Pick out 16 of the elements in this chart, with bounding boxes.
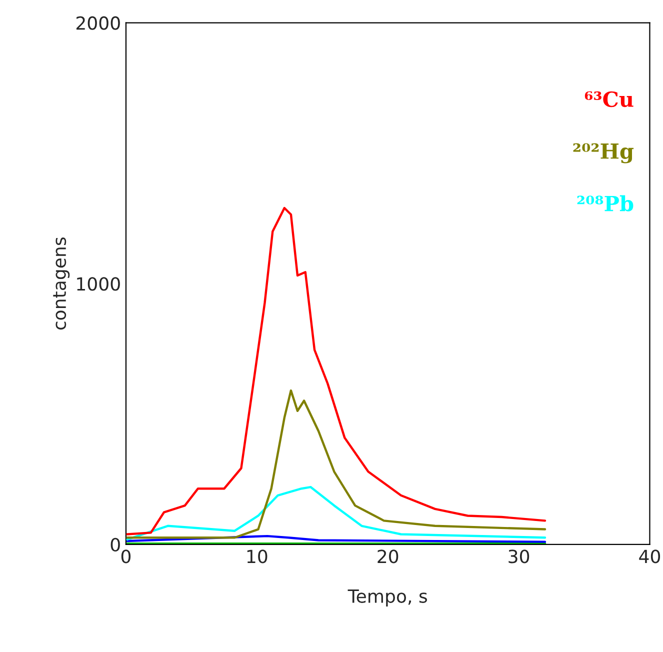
x-tick-label: 40 — [639, 550, 660, 564]
y-axis-title: contagens — [53, 238, 70, 330]
x-tick-label: 30 — [508, 550, 530, 564]
text: ²⁰⁸Pb — [577, 195, 634, 212]
x-tick-label: 0 — [121, 550, 131, 564]
y-tick-label: 1000 — [77, 277, 120, 291]
line-series — [126, 206, 546, 536]
text: ²⁰²Hg — [573, 143, 634, 164]
x-tick-label: 10 — [247, 550, 268, 564]
y-tick-label: 0 — [110, 538, 120, 552]
line-series — [126, 389, 546, 539]
text: ⁶³Cu — [584, 91, 634, 108]
y-tick-label: 2000 — [76, 16, 120, 30]
x-axis-title: Tempo, s — [348, 590, 427, 606]
line-series — [126, 486, 546, 541]
x-tick-label: 20 — [378, 550, 398, 564]
